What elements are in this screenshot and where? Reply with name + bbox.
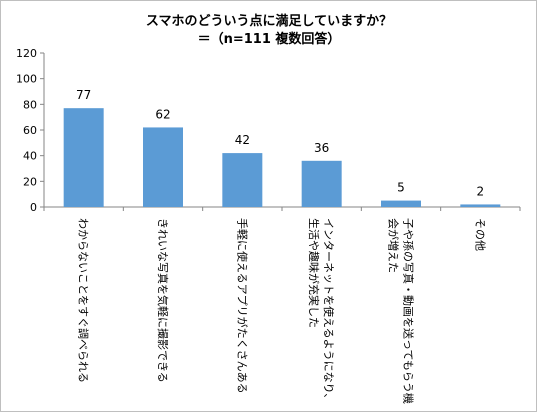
data-label: 77 [76,88,91,102]
chart-subtitle: ＝（n=111 複数回答） [198,31,341,47]
category-label: 生活や趣味が充実した [307,218,321,328]
data-label: 36 [314,141,329,155]
data-label: 2 [477,184,485,198]
chart-title: スマホのどういう点に満足していますか？ [146,13,392,29]
category-label: 子や孫の写真・動画を送ってもらう機 [402,218,416,404]
bar [460,204,501,207]
y-tick-label: 80 [23,98,37,111]
y-tick-label: 0 [30,201,37,214]
bar [63,108,104,207]
bar [222,153,263,207]
category-label: その他 [473,218,486,251]
data-label: 62 [155,107,170,121]
category-label: 手軽に使えるアプリがたくさんある [235,218,249,394]
y-tick-label: 40 [23,150,37,163]
data-label: 5 [397,181,405,195]
data-label: 42 [235,133,250,147]
y-tick-label: 120 [16,47,37,60]
y-tick-label: 100 [16,73,37,86]
category-label: 会が増えた [387,218,401,273]
y-tick-label: 20 [23,175,37,188]
bar [143,127,183,207]
bar [381,200,421,207]
category-label: インターネットを使えるようになり、 [322,218,335,404]
bar [301,160,342,207]
plot-area: 0 20 40 60 80 100 120 77 わからないことをすぐ調べられる 62 きれいな写真… [16,47,521,404]
category-label: わからないことをすぐ調べられる [77,218,91,383]
category-label: きれいな写真を気軽に撮影できる [156,218,170,383]
y-tick-label: 60 [23,124,37,137]
